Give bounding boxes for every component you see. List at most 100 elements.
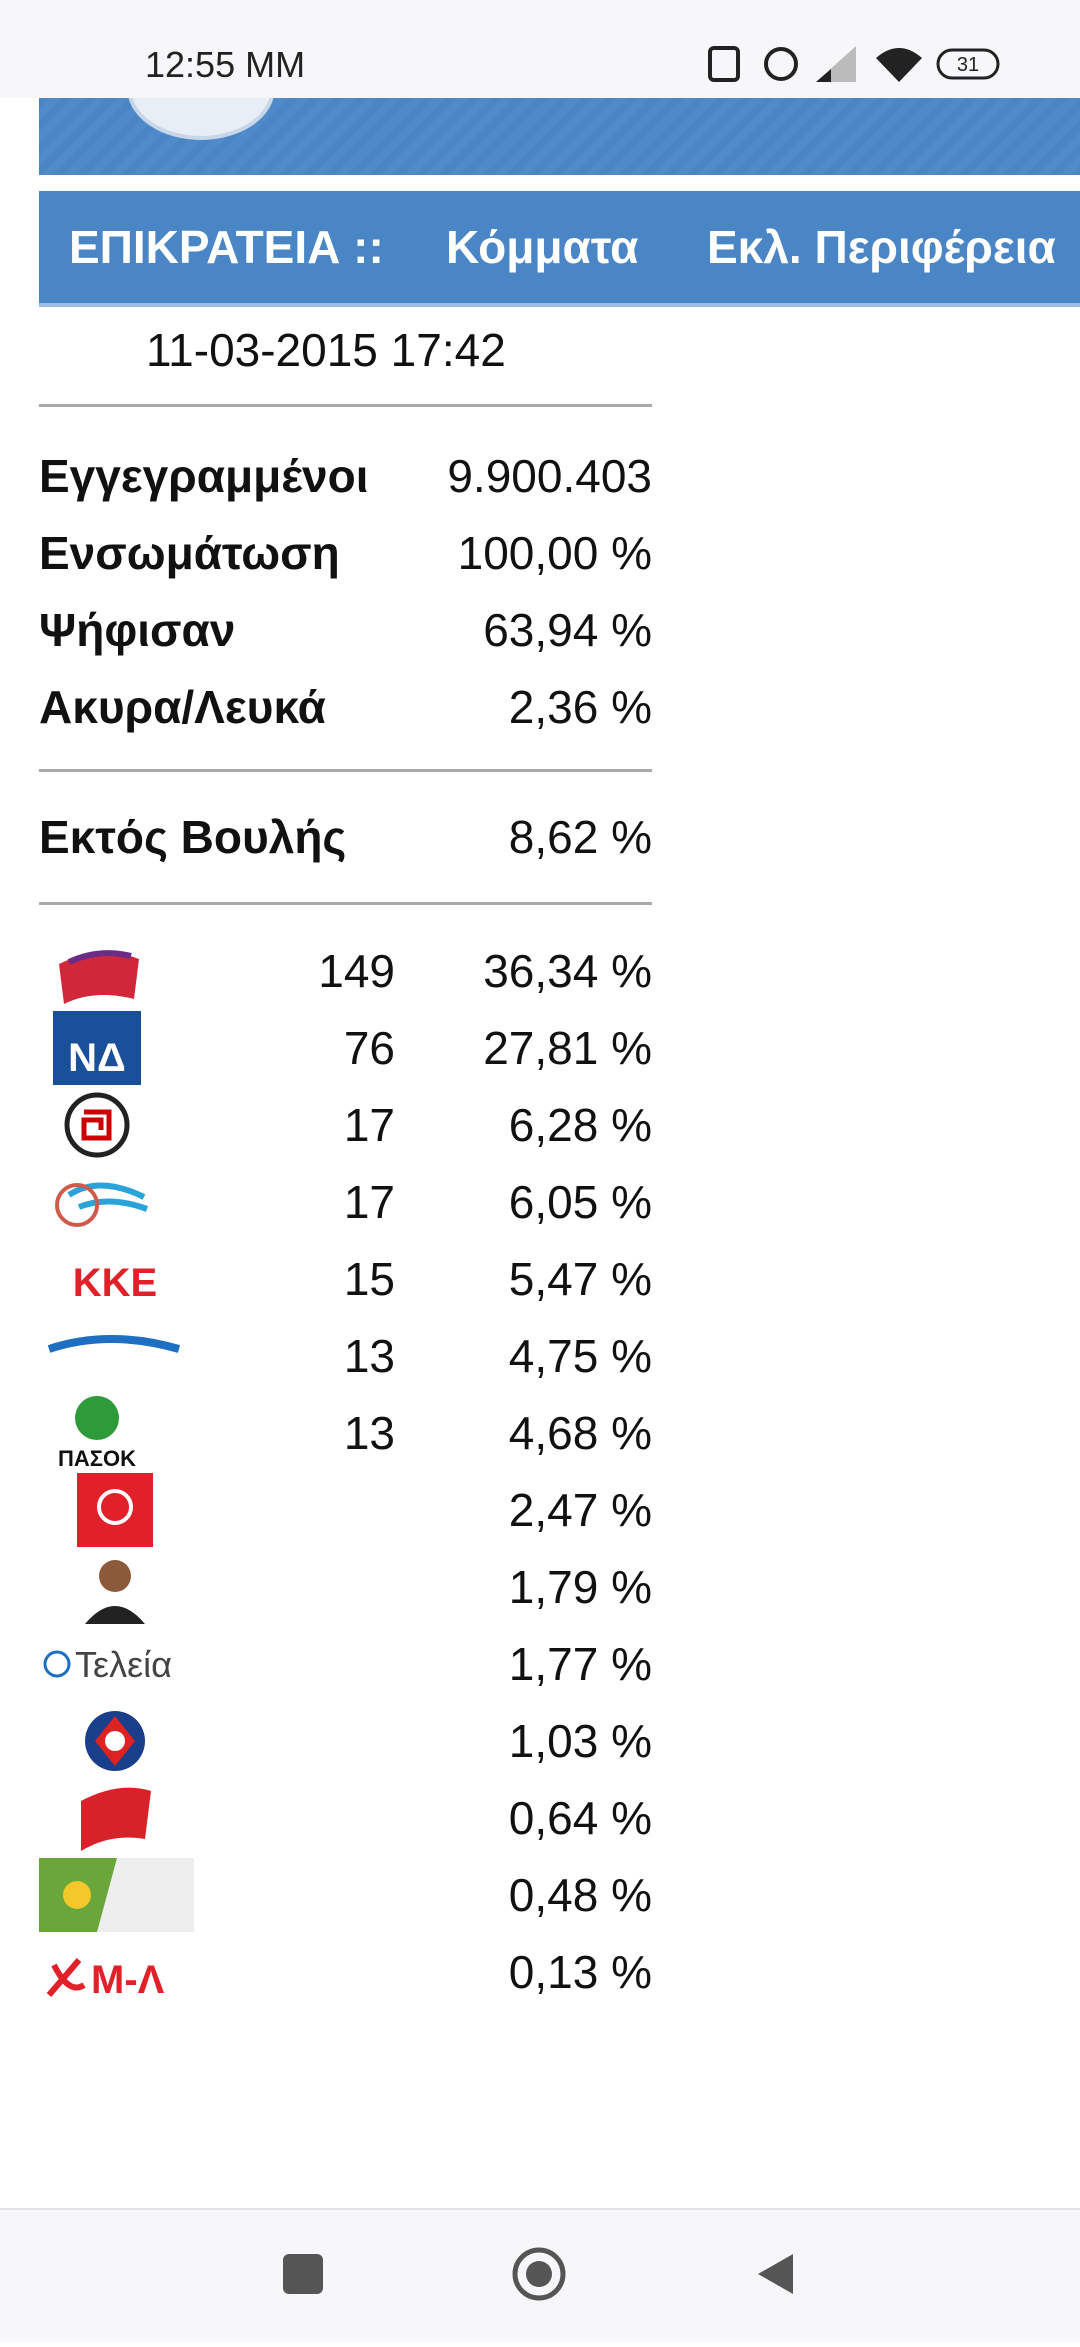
party-share: 1,77 %: [508, 1638, 652, 1690]
logo-shape: [75, 1396, 119, 1440]
party-row: 0,64 %: [39, 1780, 652, 1856]
back-button[interactable]: [758, 2254, 793, 2294]
stat-label: Εγγεγραμμένοι: [39, 450, 369, 502]
stat-label: Ακυρα/Λευκά: [39, 681, 326, 733]
stat-label: Ενσωμάτωση: [39, 527, 340, 579]
logo-text: Μ-Λ: [91, 1958, 165, 2002]
party-share: 0,64 %: [508, 1792, 652, 1844]
logo-shape: [46, 1958, 86, 1997]
recents-button[interactable]: [283, 2254, 323, 2294]
logo-shape: [97, 1489, 133, 1525]
logo-shape: [63, 1881, 91, 1909]
logo-shape: [105, 1731, 125, 1751]
stat-value: 63,94 %: [483, 604, 652, 656]
logo-shape: [47, 1335, 181, 1353]
logo-shape: [43, 1650, 71, 1678]
party-seats: 15: [343, 1253, 395, 1305]
logo-shape: [67, 950, 132, 965]
nav-tab[interactable]: ΕΠΙΚΡΑΤΕΙΑ ::: [69, 221, 384, 273]
party-row: 17 6,28 %: [39, 1087, 652, 1163]
stat-value: 100,00 %: [457, 527, 652, 579]
party-seats: 13: [343, 1330, 395, 1382]
logo-text: ΝΔ: [68, 1036, 126, 1080]
party-logo: Τελεία: [43, 1644, 172, 1685]
party-logo: [55, 1182, 149, 1227]
party-logo: [59, 950, 139, 1004]
nav-tab[interactable]: Εκλ. Περιφέρεια: [707, 221, 1056, 273]
party-row: ΝΔ 76 27,81 %: [39, 1010, 652, 1086]
logo-shape: [67, 1182, 149, 1212]
party-share: 1,79 %: [508, 1561, 652, 1613]
stat-label: Ψήφισαν: [39, 604, 236, 656]
party-row: 13 4,75 %: [39, 1318, 652, 1394]
logo-text: ΠΑΣΟΚ: [58, 1446, 136, 1470]
party-logo: [47, 1335, 181, 1353]
stat-row: Ενσωμάτωση 100,00 %: [39, 515, 652, 591]
divider: [39, 404, 652, 407]
party-row: ΚΚΕ 15 5,47 %: [39, 1241, 652, 1317]
party-share: 0,48 %: [508, 1869, 652, 1921]
party-row: 0,48 %: [39, 1857, 652, 1933]
logo-shape: [55, 1183, 99, 1227]
party-share: 0,13 %: [508, 1946, 652, 1998]
logo-shape: [97, 1858, 194, 1932]
logo-shape: [53, 1011, 141, 1085]
outside-label: Εκτός Βουλής: [39, 811, 347, 863]
stat-row: Εγγεγραμμένοι 9.900.403: [39, 438, 652, 514]
logo-text: Τελεία: [75, 1644, 172, 1685]
party-row: 17 6,05 %: [39, 1164, 652, 1240]
outside-row: Εκτός Βουλής 8,62 %: [39, 799, 652, 875]
party-seats: 76: [343, 1022, 395, 1074]
divider: [39, 769, 652, 772]
party-logo: [85, 1711, 145, 1771]
party-share: 2,47 %: [508, 1484, 652, 1536]
timestamp: 11-03-2015 17:42: [146, 324, 506, 376]
battery-level: 31: [957, 54, 979, 76]
party-logo: Μ-Λ: [46, 1958, 165, 2002]
party-row: ΠΑΣΟΚ 13 4,68 %: [39, 1395, 652, 1471]
clock: 12:55 MM: [145, 44, 306, 85]
party-seats: 17: [343, 1099, 395, 1151]
party-logo: [77, 1473, 153, 1547]
nav-bar: ΕΠΙΚΡΑΤΕΙΑ :: Κόμματα Εκλ. Περιφέρεια: [39, 191, 1080, 307]
nav-tab[interactable]: Κόμματα: [446, 221, 639, 273]
status-bar: 12:55 MM 31: [0, 0, 1080, 98]
logo-shape: [59, 952, 139, 1004]
logo-shape: [81, 1787, 151, 1851]
home-button[interactable]: [512, 2247, 566, 2301]
stat-row: Ψήφισαν 63,94 %: [39, 592, 652, 668]
party-share: 6,05 %: [508, 1176, 652, 1228]
party-logo: [85, 1560, 145, 1624]
stat-value: 9.900.403: [447, 450, 652, 502]
nav-buttons: [283, 2247, 793, 2301]
party-row: 149 36,34 %: [39, 933, 652, 1009]
system-nav: [0, 2208, 1080, 2342]
party-logo: [39, 1858, 194, 1932]
party-seats: 17: [343, 1176, 395, 1228]
logo-shape: [64, 1092, 130, 1158]
party-logo: [64, 1092, 130, 1158]
party-share: 4,68 %: [508, 1407, 652, 1459]
party-share: 6,28 %: [508, 1099, 652, 1151]
logo-shape: [99, 1560, 131, 1592]
site-header: [39, 98, 1080, 175]
logo-shape: [85, 1606, 145, 1624]
emblem: [128, 98, 274, 140]
outside-value: 8,62 %: [508, 811, 652, 863]
divider: [39, 902, 652, 905]
party-logo: ΚΚΕ: [73, 1261, 157, 1305]
party-row: 1,03 %: [39, 1703, 652, 1779]
stat-value: 2,36 %: [508, 681, 652, 733]
party-logo: ΠΑΣΟΚ: [58, 1396, 136, 1470]
party-row: Τελεία 1,77 %: [39, 1626, 652, 1702]
party-row: 2,47 %: [39, 1472, 652, 1548]
party-share: 36,34 %: [483, 945, 652, 997]
party-share: 5,47 %: [508, 1253, 652, 1305]
party-seats: 13: [343, 1407, 395, 1459]
party-seats: 149: [318, 945, 395, 997]
status-icons: 31: [708, 46, 1000, 82]
logo-shape: [77, 1473, 153, 1547]
party-share: 27,81 %: [483, 1022, 652, 1074]
party-logo: ΝΔ: [53, 1011, 141, 1085]
